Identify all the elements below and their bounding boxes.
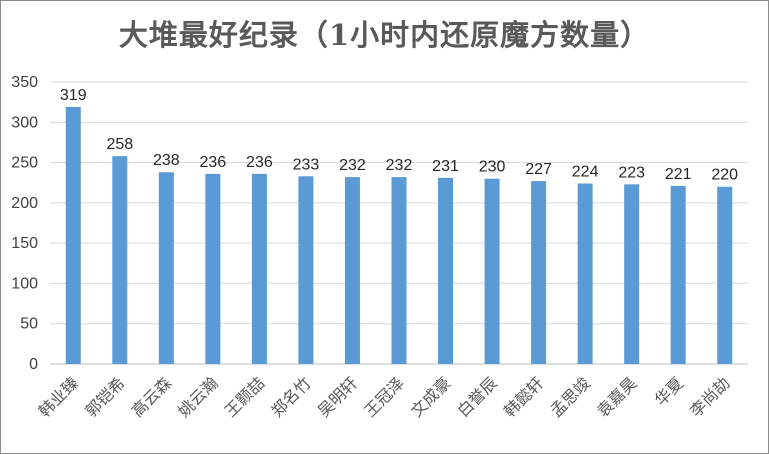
bar [670, 185, 686, 364]
y-tick-label: 0 [29, 356, 38, 373]
data-label: 232 [386, 157, 413, 174]
x-tick-label: 王冠泽 [360, 373, 407, 420]
data-label: 236 [200, 154, 227, 171]
bar [344, 177, 360, 364]
data-label: 233 [293, 156, 320, 173]
data-label: 227 [525, 161, 552, 178]
y-axis-ticks: 0 50 100 150 200 250 300 350 [11, 74, 38, 373]
x-tick-label: 韩懿轩 [500, 373, 547, 420]
data-label: 223 [618, 164, 645, 181]
bar [158, 172, 174, 364]
data-label: 221 [665, 166, 692, 183]
data-labels: 319 258 238 236 236 233 232 232 231 230 227 224 223 2… [60, 87, 738, 184]
data-label: 232 [339, 157, 366, 174]
y-tick-label: 350 [11, 74, 38, 91]
x-tick-label: 王颢喆 [221, 373, 268, 420]
data-label: 319 [60, 87, 87, 104]
data-label: 220 [711, 167, 738, 184]
bar [112, 156, 128, 364]
bar [484, 178, 500, 364]
bar [577, 183, 593, 364]
bar [298, 176, 314, 364]
x-tick-label: 孟思竣 [547, 373, 594, 420]
data-label: 258 [106, 136, 133, 153]
x-tick-label: 郭铠希 [81, 373, 128, 420]
x-tick-label: 韩业臻 [35, 373, 82, 420]
data-label: 230 [479, 159, 506, 176]
x-tick-label: 华夏 [651, 373, 687, 409]
y-tick-label: 100 [11, 275, 38, 292]
data-label: 224 [572, 164, 599, 181]
x-tick-label: 姚云瀚 [174, 373, 221, 420]
y-tick-label: 50 [20, 316, 38, 333]
y-tick-label: 150 [11, 235, 38, 252]
x-tick-label: 吴明轩 [314, 373, 361, 420]
bar [251, 173, 267, 364]
bar [391, 177, 407, 364]
bar [717, 186, 733, 364]
x-tick-label: 高云森 [128, 373, 175, 420]
chart-title: 大堆最好纪录（1小时内还原魔方数量） [118, 18, 651, 52]
data-label: 231 [432, 158, 459, 175]
bar [65, 106, 81, 364]
data-label: 238 [153, 152, 180, 169]
x-axis-labels: 韩业臻 郭铠希 高云森 姚云瀚 王颢喆 郑名竹 吴明轩 王冠泽 文成豪 白誉辰 韩懿轩 孟思竣 袁嘉昊华… [35, 373, 734, 420]
y-tick-label: 250 [11, 155, 38, 172]
bar [205, 173, 221, 364]
x-tick-label: 文成豪 [407, 373, 454, 420]
data-label: 236 [246, 154, 273, 171]
x-tick-label: 李尚劼 [686, 373, 733, 420]
y-tick-label: 300 [11, 114, 38, 131]
x-tick-label: 郑名竹 [267, 373, 314, 420]
x-tick-label: 袁嘉昊 [593, 373, 640, 420]
bars [65, 106, 733, 364]
bar [624, 184, 640, 364]
x-tick-label: 白誉辰 [454, 373, 501, 420]
bar [438, 177, 454, 364]
y-tick-label: 200 [11, 195, 38, 212]
bar [531, 181, 547, 364]
